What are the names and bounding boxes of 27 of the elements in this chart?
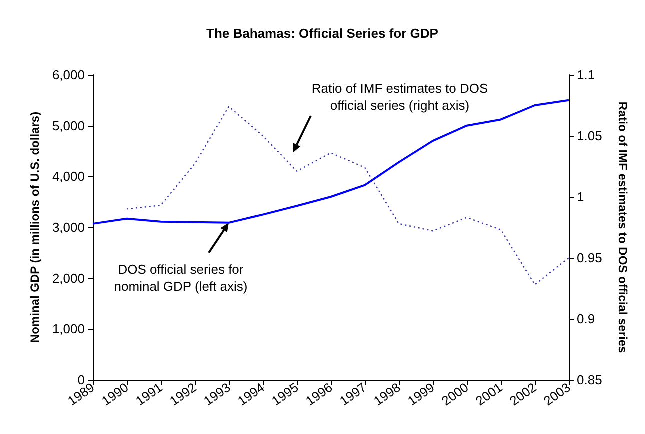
- x-tick-label: 2001: [473, 380, 506, 409]
- y-tick-label: 6,000: [52, 68, 85, 82]
- y-tick-label: 1,000: [52, 322, 85, 337]
- y-tick-label: 4,000: [52, 169, 85, 184]
- y2-tick-label: 1: [577, 190, 584, 204]
- x-tick-label: 1994: [235, 380, 268, 409]
- annotation: Ratio of IMF estimates to DOS official series (right axis): [312, 81, 488, 113]
- y-tick-label: 0: [78, 372, 85, 388]
- y2-tick-label: 0.85: [577, 372, 602, 388]
- x-tick-label: 1991: [133, 380, 166, 409]
- x-tick-label: 1996: [303, 380, 336, 409]
- y-axis-title: Nominal GDP (in millions of U.S. dollars): [28, 112, 42, 344]
- y-tick-label: 5,000: [52, 118, 85, 134]
- x-tick-label: 1993: [201, 380, 234, 409]
- y2-tick-label: 1.05: [577, 128, 602, 144]
- chart-title: The Bahamas: Official Series for GDP: [206, 26, 439, 41]
- y2-tick-label: 0.9: [577, 312, 596, 326]
- y2-axis-title: Ratio of IMF estimates to DOS official series: [616, 102, 630, 354]
- x-tick-label: 1992: [167, 380, 200, 409]
- y-tick-label: 3,000: [52, 220, 85, 235]
- x-tick-label: 1998: [371, 380, 404, 409]
- y2-tick-label: 1.1: [577, 68, 596, 82]
- x-tick-label: 1990: [99, 380, 132, 409]
- y-tick-label: 2,000: [52, 270, 85, 286]
- annotation: DOS official series for nominal GDP (left axis): [114, 262, 248, 294]
- y2-tick-label: 0.95: [577, 250, 602, 266]
- x-tick-label: 1999: [405, 380, 438, 409]
